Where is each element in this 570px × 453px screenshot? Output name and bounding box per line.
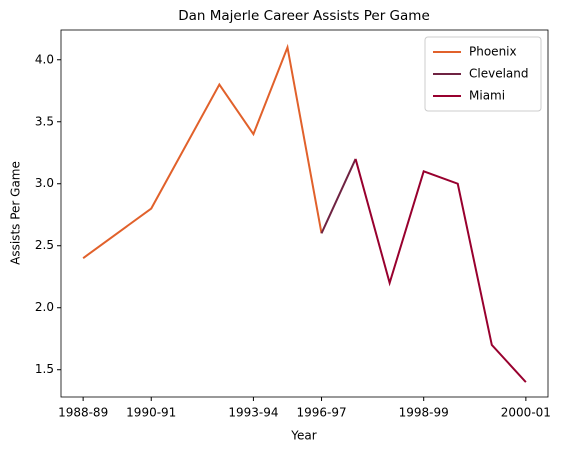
legend-label: Miami	[469, 89, 505, 103]
x-axis-label: Year	[290, 429, 316, 443]
y-tick-label: 1.5	[35, 362, 54, 376]
y-tick-label: 4.0	[35, 52, 54, 66]
x-tick-label: 1988-89	[58, 406, 108, 420]
series-line	[320, 158, 357, 234]
series-line	[354, 158, 527, 383]
y-axis-label: Assists Per Game	[9, 161, 23, 265]
y-tick-label: 2.5	[35, 238, 54, 252]
y-tick-label: 3.5	[35, 114, 54, 128]
x-tick-label: 1993-94	[228, 406, 278, 420]
legend-label: Cleveland	[469, 67, 529, 81]
y-tick-label: 3.0	[35, 176, 54, 190]
y-tick-label: 2.0	[35, 300, 54, 314]
chart-title: Dan Majerle Career Assists Per Game	[178, 8, 430, 24]
legend-label: Phoenix	[469, 45, 517, 59]
plot-frame	[60, 29, 549, 398]
x-tick-label: 1990-91	[126, 406, 176, 420]
x-tick-label: 2000-01	[501, 406, 551, 420]
x-tick-label: 1996-97	[296, 406, 346, 420]
series-line	[82, 43, 323, 259]
legend-box	[424, 36, 542, 112]
x-tick-label: 1998-99	[399, 406, 449, 420]
